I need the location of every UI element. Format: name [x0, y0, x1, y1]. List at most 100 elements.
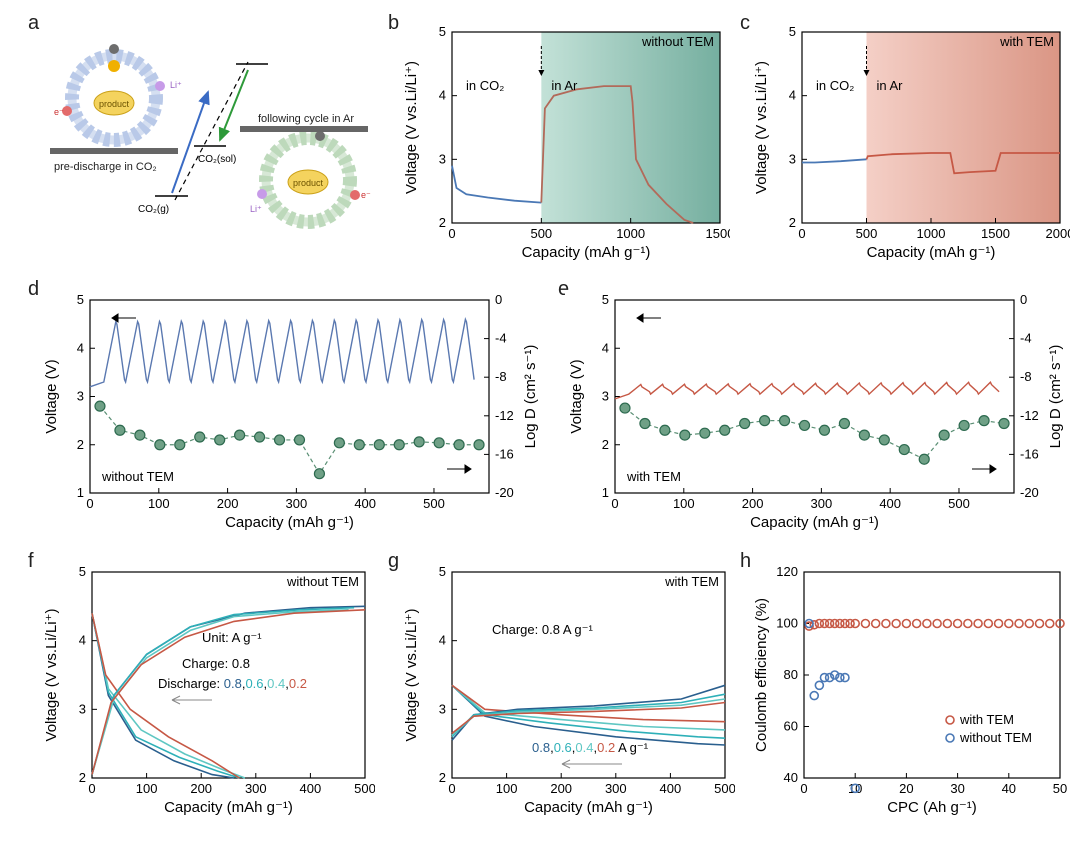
- svg-text:-16: -16: [1020, 446, 1039, 461]
- panel-label-f: f: [28, 550, 34, 573]
- svg-text:0: 0: [798, 226, 805, 241]
- svg-text:2: 2: [439, 215, 446, 230]
- svg-text:3: 3: [439, 701, 446, 716]
- panel-label-c: c: [740, 12, 750, 35]
- svg-text:400: 400: [300, 781, 322, 796]
- svg-text:5: 5: [79, 564, 86, 579]
- svg-text:40: 40: [1002, 781, 1016, 796]
- svg-text:2: 2: [602, 437, 609, 452]
- svg-text:5: 5: [602, 292, 609, 307]
- svg-text:Capacity (mAh g⁻¹): Capacity (mAh g⁻¹): [867, 244, 996, 261]
- svg-text:Capacity (mAh g⁻¹): Capacity (mAh g⁻¹): [750, 514, 879, 531]
- svg-text:Voltage (V): Voltage (V): [43, 359, 60, 433]
- svg-text:3: 3: [602, 389, 609, 404]
- panel-label-b: b: [388, 12, 399, 35]
- svg-text:Voltage (V vs.Li/Li⁺): Voltage (V vs.Li/Li⁺): [403, 61, 420, 194]
- svg-text:-8: -8: [1020, 369, 1032, 384]
- svg-text:e⁻: e⁻: [54, 107, 64, 117]
- svg-text:3: 3: [77, 389, 84, 404]
- svg-text:1: 1: [77, 485, 84, 500]
- svg-text:400: 400: [879, 496, 901, 511]
- svg-text:with TEM: with TEM: [626, 469, 681, 484]
- svg-text:5: 5: [439, 564, 446, 579]
- svg-text:300: 300: [286, 496, 308, 511]
- svg-text:1: 1: [602, 485, 609, 500]
- svg-text:Voltage (V vs.Li/Li⁺): Voltage (V vs.Li/Li⁺): [403, 609, 420, 742]
- svg-text:1000: 1000: [616, 226, 645, 241]
- svg-text:Capacity (mAh g⁻¹): Capacity (mAh g⁻¹): [225, 514, 354, 531]
- svg-text:4: 4: [77, 340, 84, 355]
- svg-text:CPC (Ah g⁻¹): CPC (Ah g⁻¹): [887, 799, 977, 816]
- svg-text:without TEM: without TEM: [641, 34, 714, 49]
- svg-text:0: 0: [800, 781, 807, 796]
- svg-text:60: 60: [784, 719, 798, 734]
- svg-text:500: 500: [354, 781, 375, 796]
- svg-text:Li⁺: Li⁺: [250, 204, 262, 214]
- svg-text:Charge: 0.8 A g⁻¹: Charge: 0.8 A g⁻¹: [492, 622, 593, 637]
- svg-text:30: 30: [950, 781, 964, 796]
- svg-text:300: 300: [605, 781, 627, 796]
- svg-text:500: 500: [948, 496, 970, 511]
- svg-text:500: 500: [423, 496, 445, 511]
- svg-text:Discharge: 0.8,0.6,0.4,0.2: Discharge: 0.8,0.6,0.4,0.2: [158, 676, 307, 691]
- svg-text:200: 200: [550, 781, 572, 796]
- svg-text:Voltage (V): Voltage (V): [568, 359, 585, 433]
- svg-text:following cycle in Ar: following cycle in Ar: [258, 113, 354, 125]
- svg-text:-4: -4: [495, 331, 507, 346]
- svg-text:-12: -12: [1020, 408, 1039, 423]
- svg-text:4: 4: [79, 633, 86, 648]
- svg-text:50: 50: [1053, 781, 1067, 796]
- svg-text:Coulomb efficiency (%): Coulomb efficiency (%): [753, 598, 770, 752]
- svg-text:0: 0: [448, 226, 455, 241]
- panel-label-g: g: [388, 550, 399, 573]
- svg-text:Log D (cm² s⁻¹): Log D (cm² s⁻¹): [1047, 345, 1064, 449]
- svg-text:200: 200: [190, 781, 212, 796]
- svg-text:200: 200: [217, 496, 239, 511]
- svg-text:Capacity (mAh g⁻¹): Capacity (mAh g⁻¹): [522, 244, 651, 261]
- svg-text:without TEM: without TEM: [286, 574, 359, 589]
- panel-label-a: a: [28, 12, 39, 35]
- svg-text:40: 40: [784, 770, 798, 785]
- panel-e-chart: 010020030040050012345-20-16-12-8-40with …: [565, 290, 1070, 535]
- svg-text:1500: 1500: [706, 226, 730, 241]
- svg-text:5: 5: [789, 24, 796, 39]
- svg-text:500: 500: [714, 781, 735, 796]
- svg-text:Li⁺: Li⁺: [170, 80, 182, 90]
- svg-text:0: 0: [88, 781, 95, 796]
- svg-text:10: 10: [848, 781, 862, 796]
- svg-text:-16: -16: [495, 446, 514, 461]
- panel-f-chart: 01002003004005002345Capacity (mAh g⁻¹)Vo…: [40, 560, 375, 820]
- svg-text:product: product: [99, 99, 130, 109]
- svg-text:Voltage (V vs.Li/Li⁺): Voltage (V vs.Li/Li⁺): [753, 61, 770, 194]
- svg-text:3: 3: [79, 701, 86, 716]
- svg-text:Charge: 0.8: Charge: 0.8: [182, 656, 250, 671]
- svg-text:300: 300: [811, 496, 833, 511]
- svg-text:5: 5: [439, 24, 446, 39]
- svg-text:in Ar: in Ar: [551, 78, 578, 93]
- svg-text:Capacity (mAh g⁻¹): Capacity (mAh g⁻¹): [524, 799, 653, 816]
- svg-text:100: 100: [136, 781, 158, 796]
- svg-text:200: 200: [742, 496, 764, 511]
- svg-text:20: 20: [899, 781, 913, 796]
- svg-text:-8: -8: [495, 369, 507, 384]
- svg-text:0.8,0.6,0.4,0.2 A g⁻¹: 0.8,0.6,0.4,0.2 A g⁻¹: [532, 740, 649, 755]
- svg-text:300: 300: [245, 781, 267, 796]
- panel-g-chart: 01002003004005002345Capacity (mAh g⁻¹)Vo…: [400, 560, 735, 820]
- svg-text:0: 0: [611, 496, 618, 511]
- svg-text:e⁻: e⁻: [361, 190, 371, 200]
- svg-text:4: 4: [789, 88, 796, 103]
- svg-text:CO₂(g): CO₂(g): [138, 204, 169, 215]
- svg-text:100: 100: [776, 616, 798, 631]
- panel-label-d: d: [28, 278, 39, 301]
- svg-text:2: 2: [789, 215, 796, 230]
- svg-text:0: 0: [448, 781, 455, 796]
- svg-text:Voltage (V vs.Li/Li⁺): Voltage (V vs.Li/Li⁺): [43, 609, 60, 742]
- svg-text:400: 400: [354, 496, 376, 511]
- svg-text:5: 5: [77, 292, 84, 307]
- svg-text:in CO₂: in CO₂: [466, 78, 504, 93]
- svg-text:2: 2: [79, 770, 86, 785]
- svg-text:4: 4: [439, 88, 446, 103]
- svg-text:4: 4: [439, 633, 446, 648]
- svg-text:4: 4: [602, 340, 609, 355]
- svg-text:80: 80: [784, 667, 798, 682]
